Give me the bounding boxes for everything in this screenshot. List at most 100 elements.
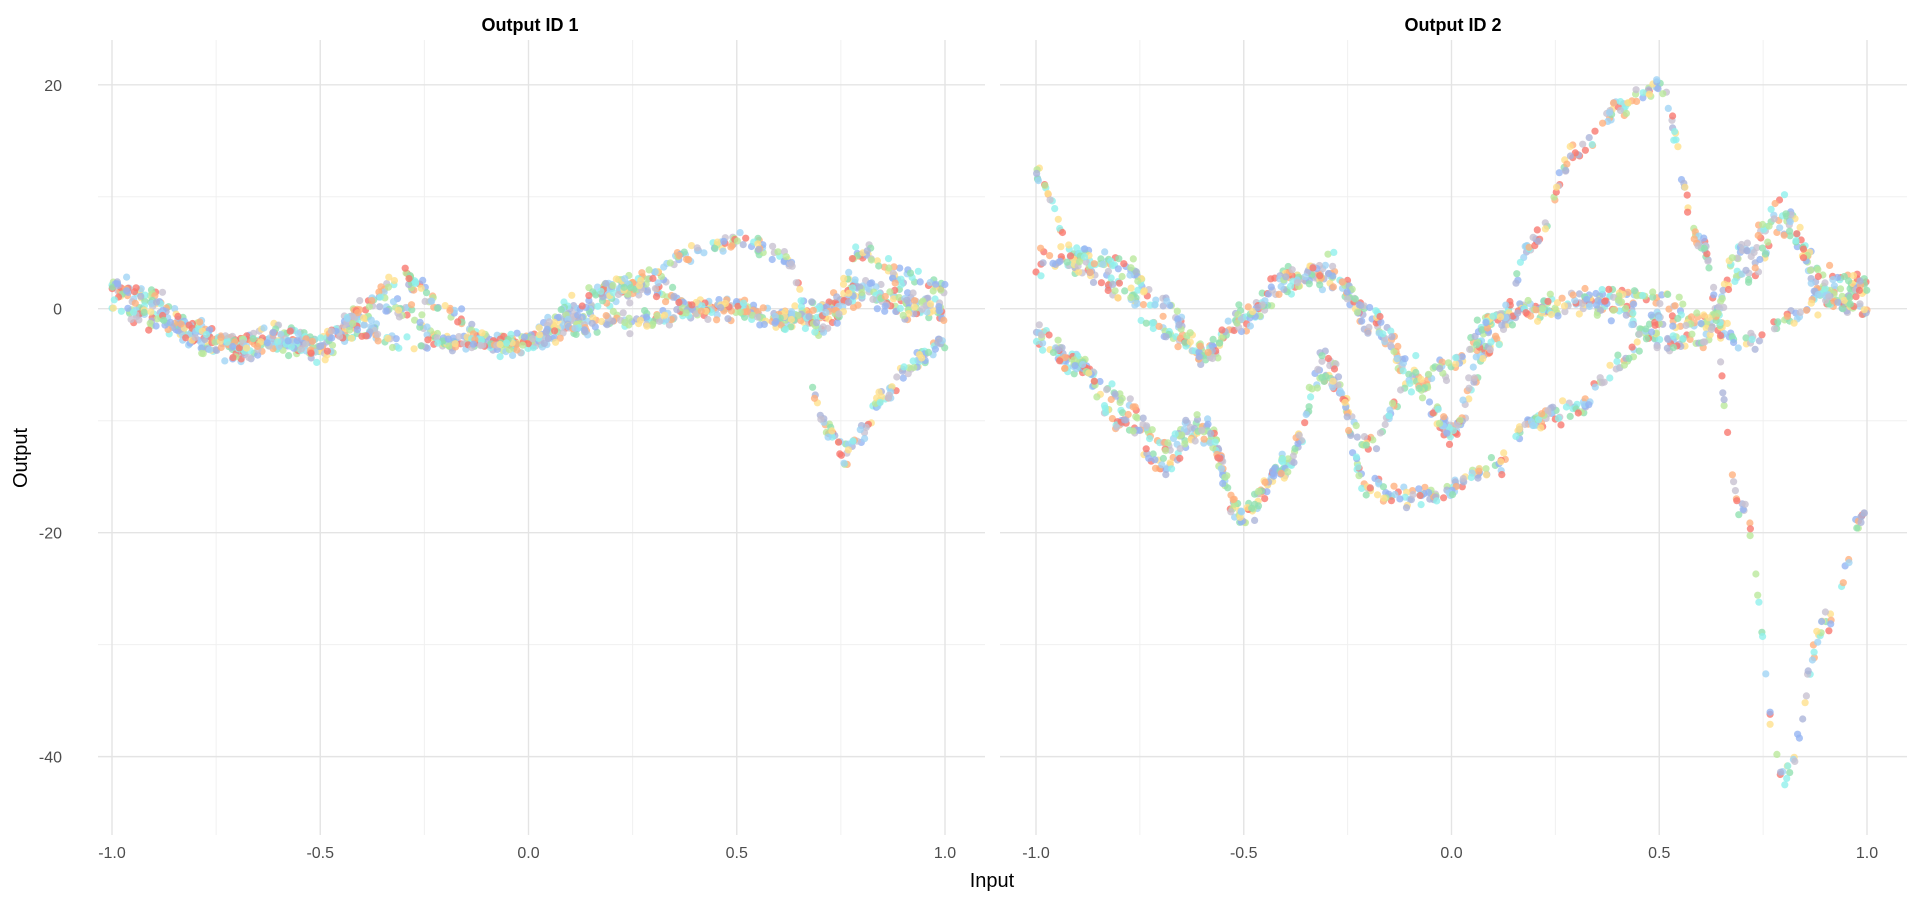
data-point	[1308, 385, 1316, 393]
data-point	[876, 398, 884, 406]
data-point	[662, 298, 670, 306]
data-point	[1175, 321, 1183, 329]
data-point	[1813, 627, 1821, 635]
data-point	[719, 247, 727, 255]
data-point	[1115, 255, 1123, 263]
data-point	[1148, 426, 1156, 434]
data-point	[1746, 519, 1754, 527]
data-point	[287, 343, 295, 351]
data-point	[388, 343, 397, 352]
data-point	[1434, 405, 1442, 413]
data-point	[1766, 708, 1774, 716]
data-point	[1116, 398, 1124, 406]
data-point	[1133, 299, 1141, 307]
data-point	[675, 298, 683, 306]
data-point	[346, 326, 354, 334]
data-point	[1663, 344, 1671, 352]
data-point	[354, 309, 362, 317]
data-point	[1214, 454, 1222, 462]
data-point	[1345, 426, 1353, 435]
data-point	[1801, 699, 1809, 707]
data-point	[1166, 459, 1174, 467]
data-point	[1353, 433, 1361, 441]
data-point	[1132, 268, 1140, 276]
data-point	[1648, 328, 1656, 336]
data-point	[1159, 312, 1167, 320]
data-point	[277, 330, 285, 338]
data-point	[389, 298, 398, 306]
data-point	[1204, 420, 1212, 428]
data-point	[1341, 398, 1349, 406]
data-point	[1207, 429, 1215, 438]
data-point	[1065, 241, 1073, 249]
data-point	[1786, 227, 1794, 235]
data-point	[1514, 309, 1522, 317]
data-point	[1037, 272, 1045, 280]
x-tick-label: 0.5	[1648, 845, 1670, 862]
data-point	[1710, 291, 1718, 299]
data-point	[308, 337, 316, 345]
data-point	[1301, 273, 1309, 281]
data-point	[1162, 333, 1170, 341]
data-point	[1569, 291, 1577, 299]
data-point	[839, 280, 848, 288]
data-point	[687, 242, 696, 250]
data-point	[1351, 295, 1359, 303]
data-point	[1679, 334, 1687, 342]
data-point	[1236, 513, 1244, 521]
data-point	[581, 328, 589, 336]
data-point	[323, 347, 331, 355]
data-point	[1690, 235, 1698, 243]
data-point	[899, 374, 907, 382]
data-point	[1625, 354, 1633, 362]
data-point	[1284, 455, 1292, 463]
data-point	[1061, 364, 1069, 372]
data-point	[835, 310, 843, 318]
data-point	[1193, 411, 1201, 419]
data-point	[713, 316, 721, 324]
data-point	[897, 280, 906, 288]
data-point	[813, 313, 821, 321]
data-point	[1051, 205, 1059, 213]
data-point	[1630, 287, 1639, 295]
data-point	[1609, 306, 1617, 314]
data-point	[110, 296, 118, 304]
data-point	[502, 339, 511, 347]
data-point	[1791, 757, 1799, 766]
data-point	[741, 313, 749, 321]
data-point	[1330, 248, 1338, 256]
data-point	[1139, 421, 1147, 429]
x-tick-label: 1.0	[934, 845, 956, 862]
data-point	[1056, 357, 1064, 365]
data-point	[1538, 304, 1546, 312]
data-point	[524, 340, 532, 348]
data-point	[260, 324, 268, 332]
data-point	[1318, 373, 1326, 381]
data-point	[1682, 321, 1690, 330]
data-point	[1629, 309, 1637, 317]
data-point	[557, 306, 565, 314]
data-point	[1465, 395, 1473, 403]
data-point	[1324, 250, 1332, 258]
data-point	[822, 309, 830, 317]
data-point	[1119, 409, 1127, 417]
data-point	[1081, 245, 1089, 253]
data-point	[1321, 261, 1329, 269]
data-point	[1436, 364, 1444, 373]
data-point	[885, 264, 893, 272]
data-point	[376, 293, 384, 301]
data-point	[774, 248, 782, 256]
data-point	[1671, 302, 1679, 310]
data-point	[1761, 250, 1769, 258]
data-point	[1607, 317, 1615, 325]
data-point	[321, 356, 329, 364]
data-point	[544, 334, 553, 343]
data-point	[1329, 272, 1337, 280]
data-point	[353, 326, 362, 334]
data-point	[1080, 253, 1089, 261]
data-point	[1114, 294, 1122, 302]
data-point	[536, 331, 544, 339]
data-point	[1075, 268, 1083, 276]
data-point	[1049, 348, 1057, 357]
data-point	[801, 324, 810, 333]
